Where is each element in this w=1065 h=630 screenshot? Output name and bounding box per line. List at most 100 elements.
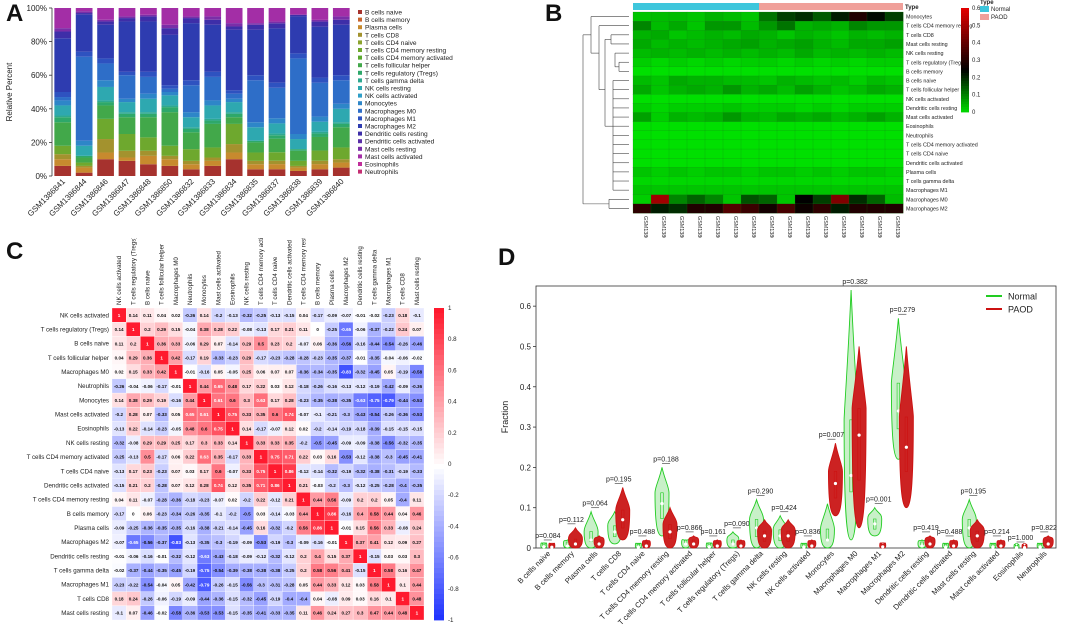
panel-a-bar-segment [311, 77, 329, 83]
panel-b-row-label: T cells CD8 [906, 33, 934, 39]
panel-b-heatmap-cell [884, 130, 904, 141]
panel-b-heatmap-cell [758, 11, 778, 22]
panel-d-violin-paod-median [810, 544, 814, 548]
panel-c-cell-value: 0.11 [413, 497, 422, 502]
panel-b-heatmap-cell [776, 30, 796, 40]
panel-a-legend-label: T cells CD4 memory activated [365, 55, 453, 62]
panel-c-colorbar-step [434, 531, 444, 538]
panel-c-cell-value: -0.54 [213, 568, 224, 573]
panel-d-violin-paod-median [904, 445, 908, 449]
panel-c-cell-value: -0.63 [199, 554, 210, 559]
panel-b-heatmap-cell [722, 75, 742, 86]
panel-d-pvalue-label: p=0.419 [913, 525, 939, 532]
panel-b-heatmap-cell [776, 66, 796, 77]
panel-c-cell-value: -0.36 [298, 370, 309, 375]
panel-a-legend-label: T cells follicular helper [365, 63, 431, 70]
panel-c-cell-value: 0.33 [242, 455, 251, 460]
panel-c-cell-value: 0.11 [299, 611, 308, 616]
panel-b-heatmap-cell [632, 66, 652, 77]
panel-b-heatmap-cell [650, 203, 670, 214]
panel-b-heatmap-cell [794, 112, 814, 123]
panel-c-cell-value: -0.65 [341, 327, 352, 332]
panel-a-bar-segment [311, 169, 329, 176]
panel-c-row-label: NK cells activated [60, 312, 110, 319]
panel-b-row-label: T cells gamma delta [906, 179, 954, 185]
panel-b-heatmap-cell [668, 21, 688, 31]
panel-c-cell-value: -0.1 [314, 412, 322, 417]
panel-b-colorbar-step [961, 67, 969, 71]
panel-c-column-label: T cells CD8 [400, 273, 407, 305]
panel-d-violin-normal-median [896, 409, 900, 413]
panel-b-colorbar-step [961, 39, 969, 43]
panel-c-row-label: T cells CD4 naive [61, 468, 110, 475]
panel-c-cell-value: -0.41 [412, 455, 423, 460]
panel-c-cell-value: 0 [316, 327, 319, 332]
panel-c-cell-value: -0.12 [355, 455, 366, 460]
panel-c-cell-value: 0.56 [370, 526, 379, 531]
panel-c-cell-value: -0.05 [227, 370, 238, 375]
panel-b-heatmap-cell [704, 39, 724, 49]
panel-c-cell-value: -0.15 [397, 426, 408, 431]
panel-c-cell-value: 0.09 [398, 540, 407, 545]
panel-b-heatmap-cell [812, 39, 832, 49]
panel-c-colorbar-step [434, 323, 444, 330]
panel-c-cell-value: -0.28 [298, 355, 309, 360]
panel-b-colorbar-step [961, 96, 969, 100]
panel-c-cell-value: -0.56 [341, 341, 352, 346]
panel-b-heatmap-cell [848, 11, 868, 22]
panel-c-cell-value: 0.35 [256, 412, 265, 417]
panel-c-cell-value: -0.35 [171, 526, 182, 531]
panel-c-colorbar-step [434, 448, 444, 454]
panel-c-cell-value: -0.15 [412, 426, 423, 431]
panel-c-cell-value: -0.19 [397, 370, 408, 375]
panel-b-heatmap-cell [650, 57, 670, 68]
panel-c-cell-value: 0.29 [157, 327, 166, 332]
panel-a-bar-segment [290, 134, 307, 140]
panel-c-cell-value: -0.02 [369, 313, 380, 318]
panel-c-cell-value: -0.13 [341, 384, 352, 389]
panel-b-colorbar-step [961, 49, 969, 53]
panel-b-heatmap-cell [722, 203, 742, 214]
panel-b-heatmap-cell [884, 21, 904, 31]
panel-c-column-label: B cells naive [144, 270, 151, 305]
panel-b-heatmap-cell [722, 94, 742, 104]
panel-c-cell-value: -0.01 [355, 355, 366, 360]
panel-b-heatmap-cell [668, 75, 688, 86]
panel-c-cell-value: -0.26 [185, 511, 196, 516]
panel-a-bar-segment [75, 162, 93, 166]
panel-c-cell-value: 1 [175, 370, 178, 375]
panel-d-ytick-label: 0.4 [520, 383, 532, 392]
panel-c-cell-value: -0.25 [327, 327, 338, 332]
panel-c-cell-value: 0.14 [242, 426, 251, 431]
panel-c-cell-value: -0.56 [142, 540, 153, 545]
panel-c-cell-value: -0.04 [383, 355, 394, 360]
panel-b-row-label: B cells memory [906, 69, 943, 75]
panel-c-cell-value: 0.11 [115, 341, 124, 346]
panel-c-cell-value: -0.39 [369, 426, 380, 431]
panel-c-colorbar-step [434, 510, 444, 517]
panel-d-violin-paod-median [786, 534, 790, 538]
panel-a-bar-segment [204, 24, 222, 72]
panel-c-row-label: NK cells resting [66, 440, 110, 447]
panel-b-heatmap-cell [794, 11, 814, 22]
panel-b-heatmap-cell [848, 130, 868, 141]
panel-a-bar-segment [225, 93, 243, 99]
panel-c-row-label: Dendritic cells resting [50, 553, 109, 560]
panel-b-colorbar-label: 0 [972, 110, 976, 116]
panel-b-heatmap-cell [758, 194, 778, 205]
panel-a-legend-swatch [358, 124, 362, 128]
panel-b-heatmap-cell [740, 121, 760, 132]
panel-b-row-label: Mast cells activated [906, 115, 953, 121]
panel-c-cell-value: -0.35 [199, 511, 210, 516]
panel-d-violin-paod-median [644, 544, 648, 548]
panel-a-bar-segment [75, 8, 93, 12]
panel-b-type-bar-cell [633, 3, 651, 10]
panel-c-cell-value: 0.16 [370, 597, 379, 602]
panel-a-bar-segment [97, 24, 114, 59]
panel-c-cell-value: -0.21 [327, 412, 338, 417]
panel-a-bar-segment [268, 21, 286, 24]
panel-b-heatmap-cell [830, 94, 850, 104]
panel-c-cell-value: -0.37 [369, 327, 380, 332]
panel-c-cell-value: -0.14 [327, 426, 338, 431]
panel-a-bar-segment [268, 160, 286, 165]
